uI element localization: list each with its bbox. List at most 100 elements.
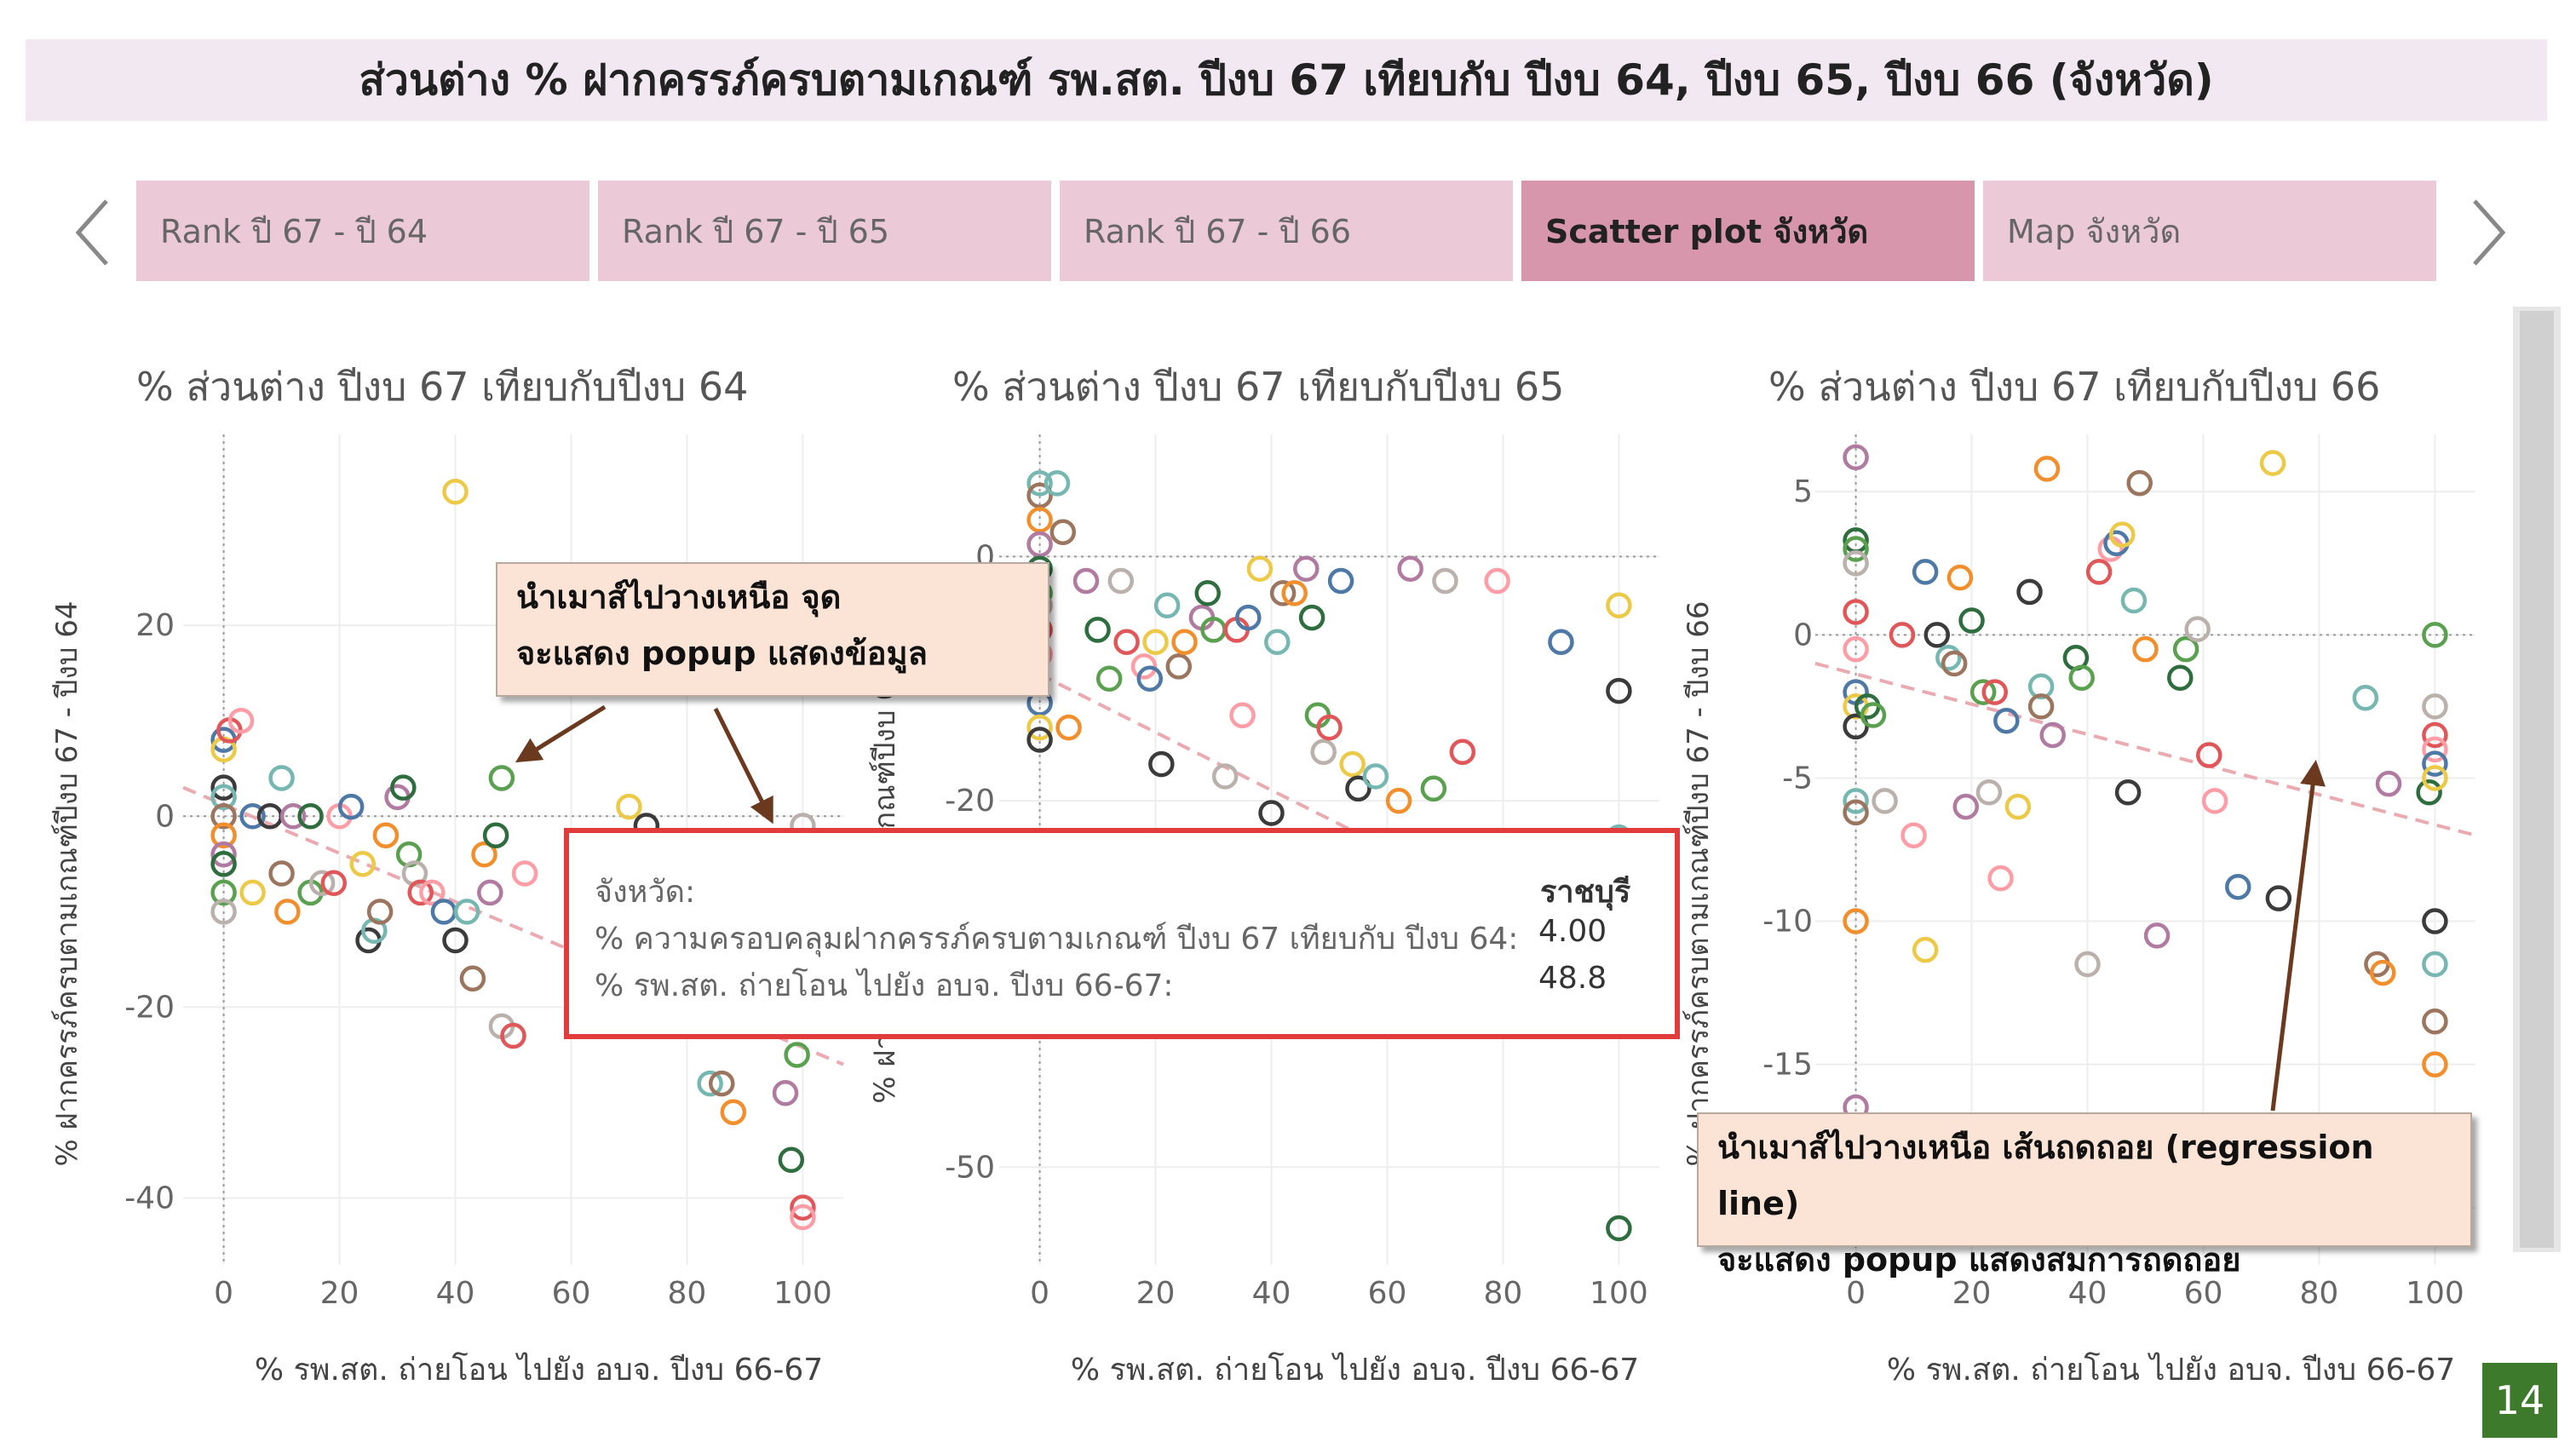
data-point[interactable]: [210, 774, 237, 801]
data-point[interactable]: [2167, 664, 2194, 692]
tab-rank-67-65[interactable]: Rank ปี 67 - ปี 65: [598, 181, 1051, 281]
data-point[interactable]: [2114, 779, 2142, 806]
data-point[interactable]: [337, 793, 365, 820]
data-point[interactable]: [1843, 908, 1869, 934]
data-point[interactable]: [1843, 536, 1869, 562]
data-point[interactable]: [1912, 559, 1939, 585]
data-point[interactable]: [1606, 592, 1632, 618]
data-point[interactable]: [778, 1146, 805, 1173]
data-point[interactable]: [1049, 519, 1077, 545]
data-point[interactable]: [2132, 635, 2159, 663]
data-point[interactable]: [2172, 635, 2199, 663]
data-point[interactable]: [1969, 679, 1997, 705]
data-point[interactable]: [2004, 793, 2032, 820]
data-point[interactable]: [1026, 714, 1053, 741]
data-point[interactable]: [2259, 450, 2286, 476]
data-point[interactable]: [1993, 707, 2020, 734]
data-point[interactable]: [1281, 580, 1308, 606]
data-point[interactable]: [2422, 1008, 2448, 1035]
data-point[interactable]: [1142, 629, 1169, 655]
data-point[interactable]: [2109, 521, 2136, 548]
data-point[interactable]: [488, 765, 515, 791]
data-point[interactable]: [1130, 653, 1158, 680]
data-point[interactable]: [784, 1042, 810, 1068]
scrollbar-thumb[interactable]: [2520, 311, 2554, 1248]
data-point[interactable]: [1194, 580, 1221, 606]
data-point[interactable]: [1327, 567, 1354, 595]
data-point[interactable]: [471, 841, 497, 868]
data-point[interactable]: [1113, 629, 1140, 655]
data-point[interactable]: [1606, 677, 1632, 704]
data-point[interactable]: [1044, 470, 1071, 497]
data-point[interactable]: [1293, 555, 1320, 582]
data-point[interactable]: [2416, 779, 2442, 806]
data-point[interactable]: [1310, 738, 1337, 766]
data-point[interactable]: [1148, 750, 1175, 778]
data-point[interactable]: [2074, 951, 2101, 978]
data-point[interactable]: [210, 803, 237, 830]
data-point[interactable]: [442, 478, 469, 505]
data-point[interactable]: [2027, 673, 2055, 700]
chevron-right-icon[interactable]: [2462, 194, 2513, 271]
data-point[interactable]: [1229, 702, 1256, 729]
data-point[interactable]: [1026, 727, 1053, 753]
data-point[interactable]: [1843, 799, 1869, 826]
data-point[interactable]: [210, 822, 237, 848]
data-point[interactable]: [1385, 787, 1412, 814]
data-point[interactable]: [790, 1194, 816, 1221]
data-point[interactable]: [772, 1080, 799, 1106]
data-point[interactable]: [1935, 644, 1962, 671]
tab-rank-67-66[interactable]: Rank ปี 67 - ปี 66: [1060, 181, 1513, 281]
data-point[interactable]: [1449, 738, 1476, 766]
data-point[interactable]: [2201, 788, 2228, 814]
data-point[interactable]: [500, 1022, 526, 1049]
data-point[interactable]: [372, 822, 400, 848]
data-point[interactable]: [511, 860, 538, 887]
data-point[interactable]: [210, 851, 237, 877]
data-point[interactable]: [1264, 629, 1291, 655]
data-point[interactable]: [1339, 750, 1366, 778]
data-point[interactable]: [1316, 714, 1343, 741]
data-point[interactable]: [2375, 770, 2402, 797]
data-point[interactable]: [1843, 550, 1869, 577]
data-point[interactable]: [2422, 951, 2448, 978]
data-point[interactable]: [297, 803, 324, 830]
data-point[interactable]: [1860, 702, 1887, 728]
data-point[interactable]: [430, 899, 457, 925]
data-point[interactable]: [1843, 444, 1869, 471]
data-point[interactable]: [1606, 1215, 1632, 1242]
data-point[interactable]: [1095, 665, 1123, 692]
data-point[interactable]: [1345, 775, 1371, 802]
data-point[interactable]: [268, 860, 295, 887]
data-point[interactable]: [790, 1204, 816, 1231]
data-point[interactable]: [2184, 616, 2211, 642]
data-point[interactable]: [708, 1070, 735, 1097]
data-point[interactable]: [720, 1099, 747, 1125]
data-point[interactable]: [227, 707, 255, 734]
data-point[interactable]: [2097, 536, 2124, 562]
data-point[interactable]: [697, 1070, 723, 1097]
data-point[interactable]: [1026, 531, 1053, 558]
data-point[interactable]: [1981, 679, 2008, 705]
data-point[interactable]: [1843, 713, 1869, 740]
data-point[interactable]: [482, 822, 509, 848]
data-point[interactable]: [2225, 873, 2251, 900]
data-point[interactable]: [1136, 665, 1164, 692]
data-point[interactable]: [477, 879, 503, 906]
data-point[interactable]: [2085, 559, 2113, 585]
data-point[interactable]: [1235, 604, 1262, 631]
data-point[interactable]: [1432, 567, 1458, 595]
data-point[interactable]: [1171, 629, 1198, 655]
data-point[interactable]: [1072, 567, 1100, 595]
data-point[interactable]: [459, 965, 486, 992]
data-point[interactable]: [2265, 885, 2292, 911]
data-point[interactable]: [210, 841, 237, 868]
data-point[interactable]: [2422, 908, 2448, 934]
data-point[interactable]: [239, 803, 266, 830]
data-point[interactable]: [2027, 693, 2055, 720]
data-point[interactable]: [2143, 922, 2171, 949]
data-point[interactable]: [2068, 664, 2095, 692]
data-point[interactable]: [390, 774, 417, 801]
data-point[interactable]: [453, 899, 480, 925]
data-point[interactable]: [1246, 555, 1274, 582]
